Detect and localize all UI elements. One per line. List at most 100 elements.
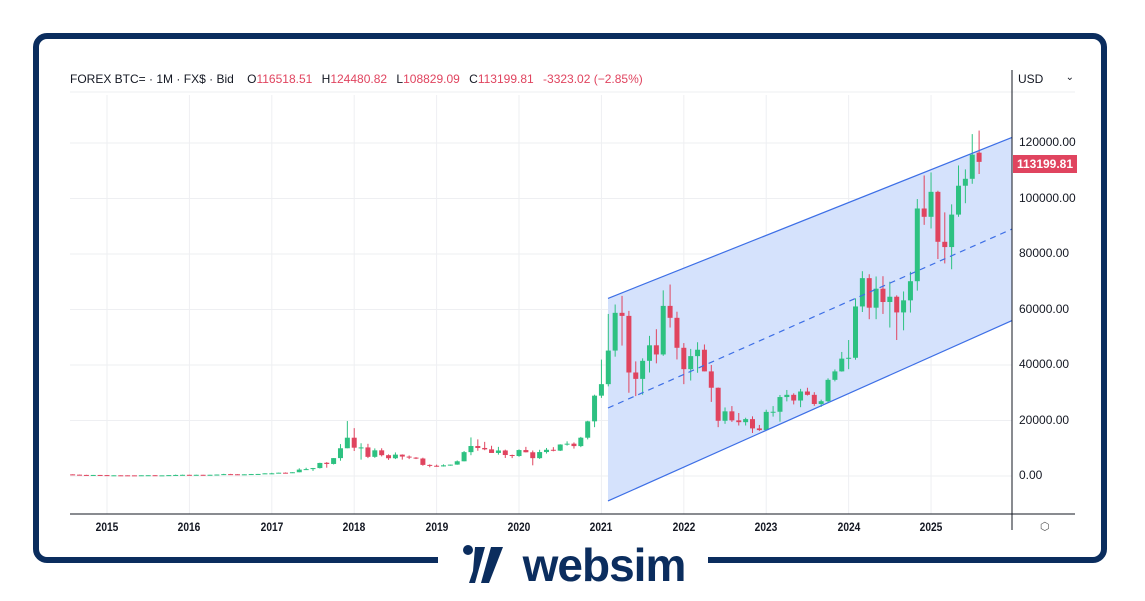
candle <box>303 469 309 471</box>
candle <box>283 472 289 474</box>
candle <box>530 452 536 459</box>
candle <box>839 358 845 372</box>
candle <box>200 474 206 476</box>
price-type: Bid <box>216 72 234 86</box>
websim-logo: websim <box>438 540 708 590</box>
candle <box>351 437 357 448</box>
candle <box>454 461 460 465</box>
candle <box>344 437 350 449</box>
candle <box>495 450 501 453</box>
candle <box>942 241 948 248</box>
candle <box>846 357 852 359</box>
candle <box>543 449 549 453</box>
candle <box>310 468 316 470</box>
candle <box>626 315 632 373</box>
candle <box>907 281 913 301</box>
price-tick-label: 60000.00 <box>1019 301 1070 316</box>
candle <box>537 452 543 459</box>
candle <box>859 278 865 307</box>
candle <box>557 444 563 451</box>
candle <box>921 208 927 217</box>
candle <box>413 457 419 459</box>
candle <box>646 345 652 361</box>
candle <box>379 450 385 456</box>
candle <box>564 443 570 445</box>
symbol-name[interactable]: FOREX BTC= <box>70 72 146 86</box>
candle <box>804 391 810 395</box>
candle <box>853 306 859 358</box>
price-tick-label: 0.00 <box>1019 468 1043 482</box>
candle <box>193 474 199 476</box>
candle <box>331 458 337 464</box>
candle <box>715 387 721 421</box>
candle <box>969 154 975 179</box>
candle <box>248 474 254 476</box>
candle <box>667 305 673 318</box>
candle <box>743 419 749 423</box>
candle <box>660 305 666 355</box>
price-tick-label: 80000.00 <box>1019 246 1070 260</box>
candle <box>674 317 680 348</box>
candle <box>173 474 179 476</box>
candle <box>180 474 186 476</box>
time-tick-label: 2023 <box>754 520 778 534</box>
candle <box>935 191 941 242</box>
candle <box>681 347 687 370</box>
data-source: FX$ <box>183 72 206 86</box>
candle <box>337 448 343 459</box>
candle <box>420 458 426 465</box>
candle <box>962 178 968 186</box>
time-tick-label: 2016 <box>178 520 201 534</box>
candle <box>447 464 453 466</box>
candle <box>880 288 886 303</box>
candle <box>873 288 879 308</box>
time-tick-label: 2022 <box>672 520 696 534</box>
candle <box>592 395 598 422</box>
low-label: L <box>396 72 404 86</box>
candle <box>461 452 467 462</box>
chevron-down-icon: ⌄ <box>1065 72 1074 83</box>
candle <box>241 474 247 476</box>
candle <box>104 475 110 477</box>
candle <box>90 474 96 476</box>
open-value: 116518.51 <box>256 72 313 86</box>
candle <box>131 475 137 477</box>
candle <box>571 443 577 447</box>
high-value: 124480.82 <box>330 72 388 86</box>
candle <box>145 475 151 477</box>
candle <box>372 450 378 457</box>
candle <box>70 474 76 476</box>
websim-mark-icon <box>462 545 503 583</box>
currency-select[interactable]: USD ⌄ <box>1018 72 1078 86</box>
brand-name: websim <box>522 539 687 591</box>
candle <box>956 185 962 215</box>
candle <box>221 474 227 476</box>
candle <box>489 449 495 453</box>
candle <box>365 447 371 457</box>
candle <box>166 475 172 477</box>
candle <box>866 278 872 308</box>
axis-settings-icon[interactable]: ⬡ <box>1040 521 1050 533</box>
price-tick-label: 100000.00 <box>1019 190 1076 205</box>
candle <box>502 450 508 456</box>
candle <box>317 462 323 469</box>
candle <box>976 152 982 162</box>
candle <box>468 446 474 453</box>
low-value: 108829.09 <box>403 72 460 86</box>
candle <box>475 446 481 448</box>
candle <box>228 474 234 476</box>
candle <box>523 450 529 453</box>
candle <box>296 469 302 473</box>
candle <box>399 454 405 457</box>
candle <box>598 384 604 396</box>
candle <box>509 455 515 457</box>
candle <box>186 474 192 476</box>
interval[interactable]: 1M <box>156 72 174 86</box>
candle <box>427 464 433 466</box>
candle <box>749 419 755 429</box>
candle <box>516 450 522 457</box>
candle <box>386 455 392 459</box>
candle <box>159 475 165 477</box>
time-tick-label: 2021 <box>590 520 613 534</box>
